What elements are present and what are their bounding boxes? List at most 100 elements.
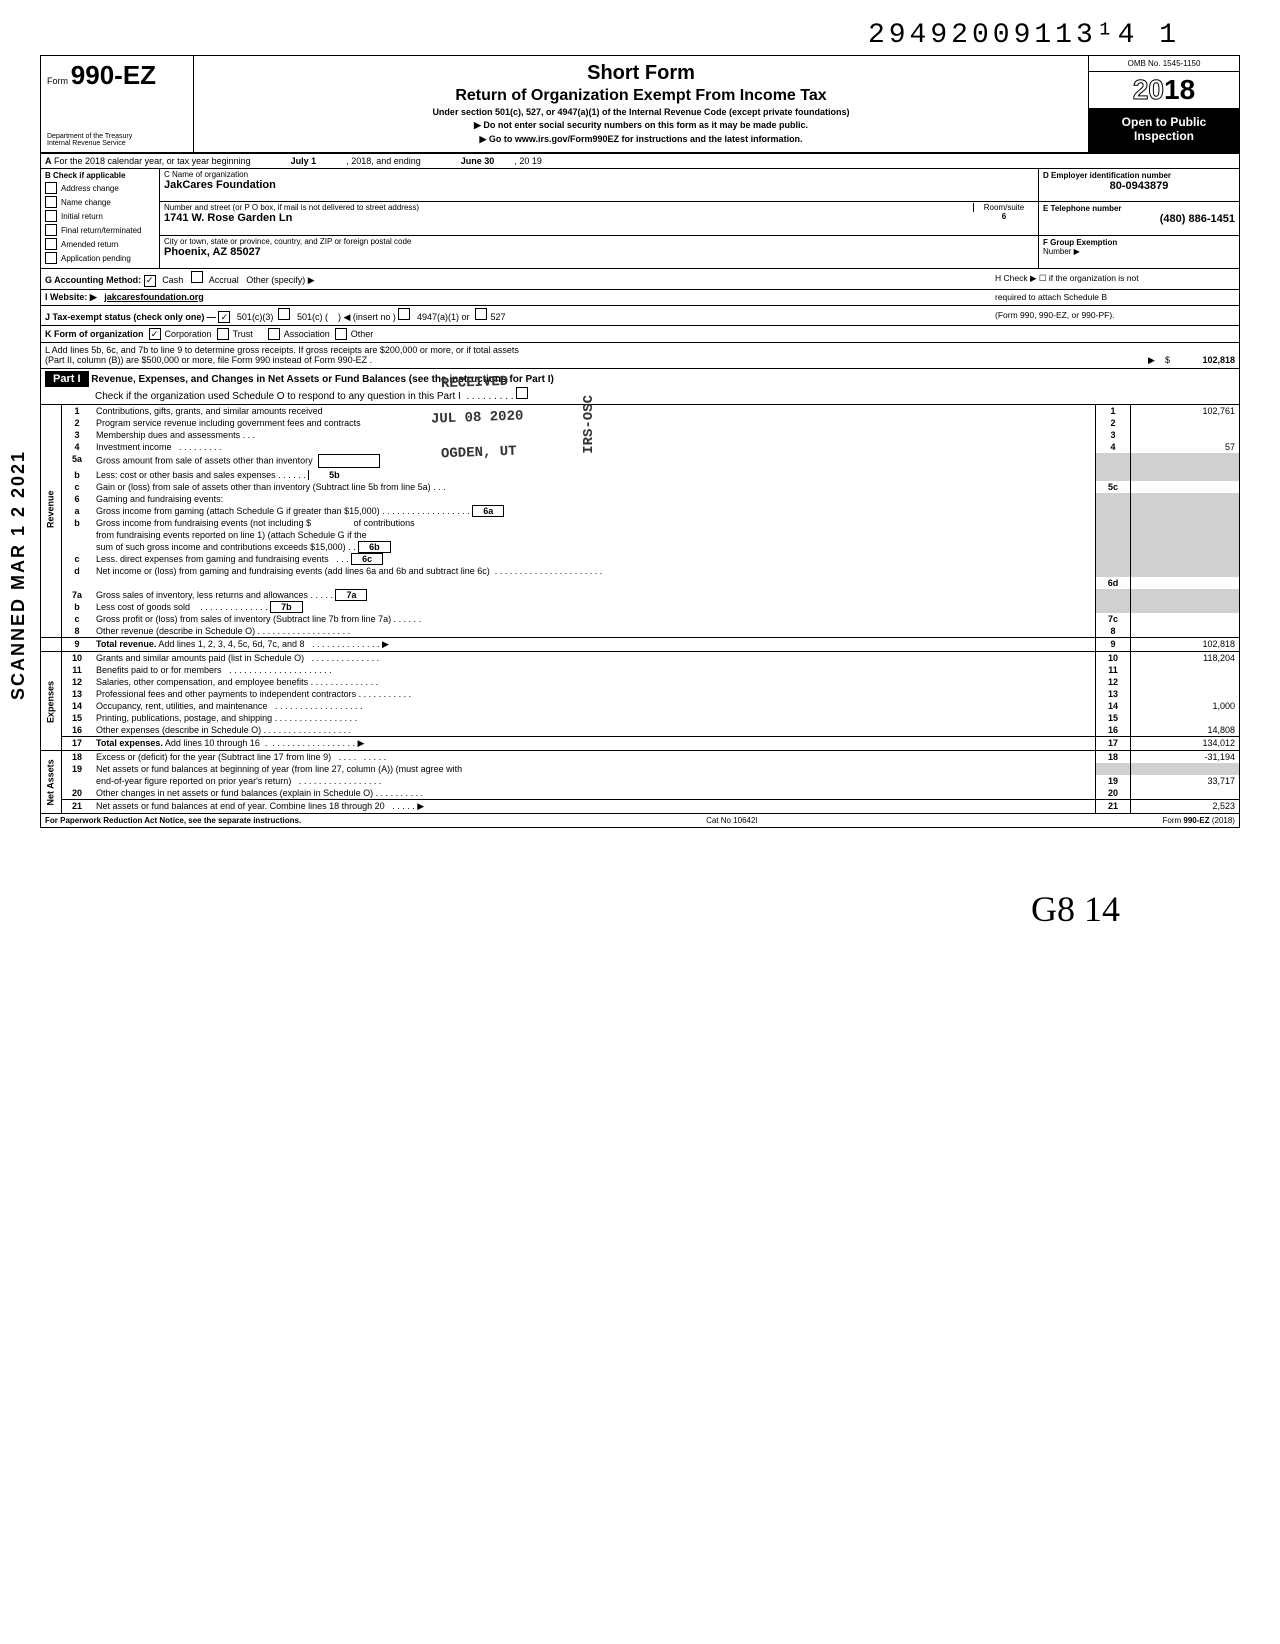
expenses-label: Expenses (41, 652, 62, 751)
cb-app-pending[interactable]: Application pending (45, 252, 155, 264)
line-no: 13 (62, 688, 93, 700)
row-l: L Add lines 5b, 6c, and 7b to line 9 to … (41, 343, 1239, 369)
form-header: Form 990-EZ Department of the Treasury I… (41, 56, 1239, 154)
line-no: 16 (62, 724, 93, 737)
l-text2: (Part II, column (B)) are $500,000 or mo… (45, 355, 372, 366)
row-k-form-org: K Form of organization ✓ Corporation Tru… (41, 326, 1239, 343)
501c3-label: 501(c)(3) (237, 312, 274, 322)
k-label: K Form of organization (45, 329, 144, 339)
line-text: Gross profit or (loss) from sales of inv… (92, 613, 1096, 625)
ogden-stamp: OGDEN, UT (441, 444, 517, 463)
line-amount (1131, 712, 1240, 724)
row-a-mid: , 2018, and ending (346, 156, 421, 166)
line-text: Gross income from fundraising events (no… (92, 517, 1096, 529)
form-number: 990-EZ (71, 60, 156, 90)
part-1-label: Part I (45, 371, 89, 387)
cb-amended-return[interactable]: Amended return (45, 238, 155, 250)
line-no: 15 (62, 712, 93, 724)
line-amount: 33,717 (1131, 775, 1240, 787)
ibox-label: 7a (346, 590, 356, 600)
line-text: end-of-year figure reported on prior yea… (92, 775, 1096, 787)
e-label: E Telephone number (1043, 204, 1235, 213)
cb-final-return[interactable]: Final return/terminated (45, 224, 155, 236)
city-row: City or town, state or province, country… (160, 236, 1038, 268)
line-box: 19 (1096, 775, 1131, 787)
line-amount (1131, 625, 1240, 638)
cb-501c[interactable] (278, 308, 290, 320)
l-text1: L Add lines 5b, 6c, and 7b to line 9 to … (45, 345, 1235, 355)
year-bold: 18 (1164, 74, 1195, 105)
shaded-amt (1131, 453, 1240, 481)
cb-trust[interactable] (217, 328, 229, 340)
line-no: 8 (62, 625, 93, 638)
row-i-website: I Website: ▶ jakcaresfoundation.org requ… (41, 290, 1239, 306)
line-box: 2 (1096, 417, 1131, 429)
shaded-box (1096, 493, 1131, 577)
line-amount: 14,808 (1131, 724, 1240, 737)
line-text: Total revenue. Add lines 1, 2, 3, 4, 5c,… (92, 638, 1096, 652)
row-j-tax-exempt: J Tax-exempt status (check only one) — ✓… (41, 306, 1239, 327)
line-box: 6d (1096, 577, 1131, 589)
part-1-check-text: Check if the organization used Schedule … (95, 391, 461, 402)
line-no: b (62, 469, 93, 481)
other-org-label: Other (351, 329, 374, 339)
line-text: Gross amount from sale of assets other t… (92, 453, 1096, 469)
line-text: Professional fees and other payments to … (92, 688, 1096, 700)
ibox-label: 7b (281, 602, 292, 612)
h-label2: required to attach Schedule B (995, 292, 1235, 302)
addr-row: Number and street (or P O box, if mail i… (160, 202, 1038, 235)
line-no: b (62, 517, 93, 529)
footer-right: Form 990-EZ (2018) (1163, 816, 1235, 825)
cb-name-change[interactable]: Name change (45, 196, 155, 208)
line-text: Less. direct expenses from gaming and fu… (92, 553, 1096, 565)
line-box: 15 (1096, 712, 1131, 724)
year-outline: 20 (1133, 74, 1164, 105)
form-prefix: Form (47, 76, 68, 86)
line-box: 5c (1096, 481, 1131, 493)
cb-cash[interactable]: ✓ (144, 275, 156, 287)
footer-row: For Paperwork Reduction Act Notice, see … (41, 813, 1239, 827)
line-box: 4 (1096, 441, 1131, 453)
cb-527[interactable] (475, 308, 487, 320)
line-no: 5a (62, 453, 93, 469)
line-box: 8 (1096, 625, 1131, 638)
cb-association[interactable] (268, 328, 280, 340)
line-no: c (62, 481, 93, 493)
line-text: Benefits paid to or for members . . . . … (92, 664, 1096, 676)
line-text: Gross income from gaming (attach Schedul… (92, 505, 1096, 517)
cb-other[interactable] (335, 328, 347, 340)
cb-501c3[interactable]: ✓ (218, 311, 230, 323)
col-b-header: B Check if applicable (45, 171, 155, 180)
line-text: from fundraising events reported on line… (92, 529, 1096, 541)
cb-label: Address change (61, 184, 119, 193)
room-number: 6 (974, 212, 1034, 221)
subtitle: Under section 501(c), 527, or 4947(a)(1)… (202, 107, 1080, 117)
line-amount (1131, 429, 1240, 441)
stamped-number: 29492009113¹4 1 (40, 20, 1240, 51)
row-a-tax-year: A For the 2018 calendar year, or tax yea… (41, 154, 1239, 169)
line-no: 20 (62, 787, 93, 800)
cb-corporation[interactable]: ✓ (149, 328, 161, 340)
cb-accrual[interactable] (191, 271, 203, 283)
line-text: sum of such gross income and contributio… (92, 541, 1096, 553)
revenue-expense-table: Revenue 1 Contributions, gifts, grants, … (41, 405, 1239, 813)
cb-label: Initial return (61, 212, 103, 221)
line-text: Net income or (loss) from gaming and fun… (92, 565, 1096, 577)
line-text: Other changes in net assets or fund bala… (92, 787, 1096, 800)
line-text: Less: cost or other basis and sales expe… (92, 469, 1096, 481)
shaded-box (1096, 589, 1131, 613)
cb-4947[interactable] (398, 308, 410, 320)
footer-mid: Cat No 10642I (706, 816, 758, 825)
ibox-label: 5b (329, 470, 340, 480)
line-text: Grants and similar amounts paid (list in… (92, 652, 1096, 665)
end-year: , 20 19 (514, 156, 542, 166)
line-no: 7a (62, 589, 93, 601)
website-value: jakcaresfoundation.org (104, 292, 204, 302)
line-amount (1131, 613, 1240, 625)
line-amount (1131, 664, 1240, 676)
date-stamp: JUL 08 2020 (431, 408, 524, 427)
cb-initial-return[interactable]: Initial return (45, 210, 155, 222)
cb-schedule-o[interactable] (516, 387, 528, 399)
cb-address-change[interactable]: Address change (45, 182, 155, 194)
omb-number: OMB No. 1545-1150 (1089, 56, 1239, 72)
